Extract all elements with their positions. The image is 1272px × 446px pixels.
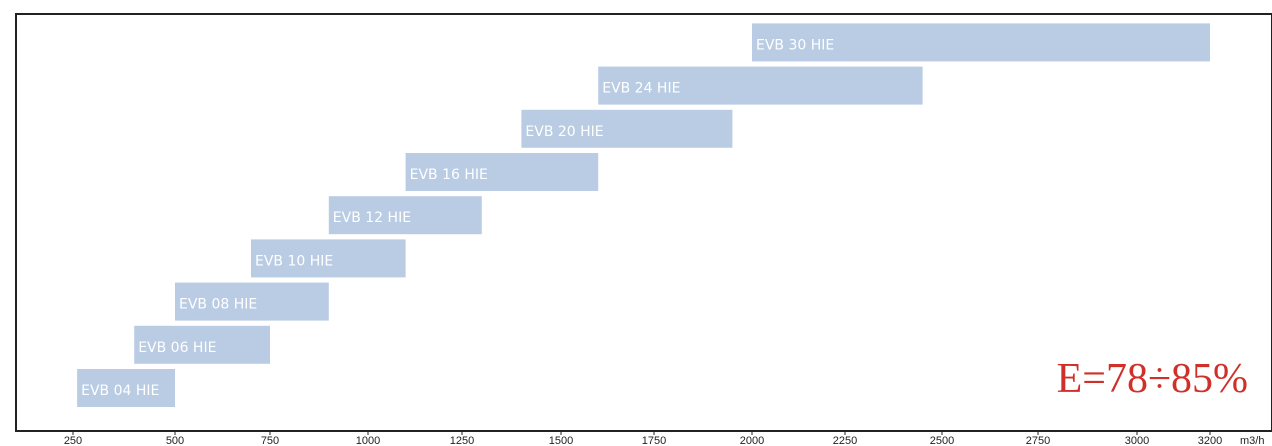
x-tick-label: 1250 [450, 435, 474, 446]
bars-group: EVB 04 HIE EVB 06 HIE EVB 08 HIE EVB 10 HIE… [77, 23, 1210, 407]
range-bar [251, 239, 406, 278]
x-tick-label: 500 [166, 435, 184, 446]
range-bar [175, 282, 329, 321]
range-bar-label: EVB 06 HIE [138, 340, 216, 356]
x-tick-label: 2750 [1026, 435, 1050, 446]
range-bar [134, 325, 270, 364]
range-bar-label: EVB 08 HIE [179, 297, 257, 313]
range-bar [328, 196, 482, 235]
x-tick-label: 1000 [356, 435, 380, 446]
x-axis: 250 500 750 1000 1250 1500 1750 2000 2250 2500 275… [64, 431, 1222, 446]
x-tick-label: 2500 [930, 435, 954, 446]
x-tick-label: 3200 [1198, 435, 1222, 446]
range-bar-label: EVB 20 HIE [525, 124, 603, 140]
range-bar-label: EVB 16 HIE [410, 167, 488, 183]
range-bar-label: EVB 04 HIE [81, 383, 159, 399]
x-tick-label: 2000 [740, 435, 764, 446]
efficiency-annotation: E=78÷85% [1057, 356, 1248, 402]
range-bar [598, 66, 923, 105]
x-tick-label: 2250 [833, 435, 857, 446]
range-bar-label: EVB 24 HIE [602, 81, 680, 97]
range-bar-label: EVB 10 HIE [255, 253, 333, 269]
range-bar-label: EVB 30 HIE [756, 37, 834, 53]
x-tick-label: 3000 [1125, 435, 1149, 446]
x-tick-label: 1750 [642, 435, 666, 446]
x-tick-label: 250 [64, 435, 82, 446]
plot-frame [15, 13, 1272, 432]
range-bar [405, 153, 599, 191]
x-axis-unit-label: m3/h [1240, 435, 1264, 446]
range-bar [752, 23, 1210, 62]
range-bar [77, 369, 175, 407]
range-bar [521, 109, 733, 148]
x-tick-label: 750 [261, 435, 279, 446]
range-bar-label: EVB 12 HIE [333, 210, 411, 226]
x-tick-label: 1500 [549, 435, 573, 446]
